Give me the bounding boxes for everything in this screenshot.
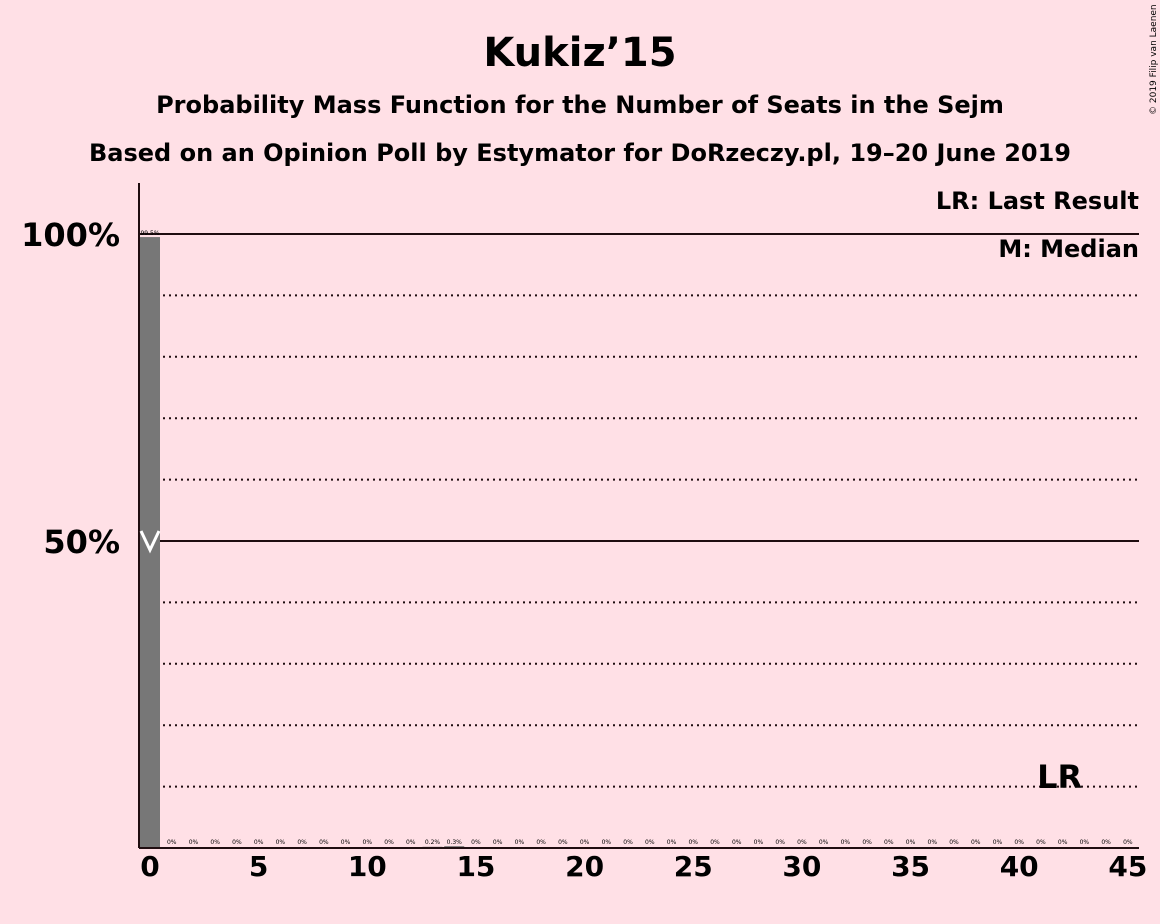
- gridlines: [139, 233, 1139, 788]
- bar-label-30: 0%: [797, 839, 807, 846]
- x-tick-20: 20: [565, 850, 604, 883]
- bar-labels-group: 99.5% 0% 0% 0% 0% 0% 0% 0% 0% 0% 0% 0% 0% 0.2% 0.3% 0% 0…: [140, 230, 1132, 846]
- x-tick-10: 10: [348, 850, 387, 883]
- bar-label-26: 0%: [710, 839, 720, 846]
- bar-label-11: 0%: [384, 839, 394, 846]
- legend-last-result: LR: Last Result: [936, 187, 1139, 215]
- bar-label-40: 0%: [1014, 839, 1024, 846]
- bar-label-22: 0%: [623, 839, 633, 846]
- bar-label-0: 99.5%: [140, 230, 159, 237]
- bar-label-15: 0%: [471, 839, 481, 846]
- x-tick-40: 40: [1000, 850, 1039, 883]
- x-tick-0: 0: [140, 850, 159, 883]
- bar-label-13: 0.2%: [425, 839, 441, 846]
- bar-label-23: 0%: [645, 839, 655, 846]
- bar-label-10: 0%: [363, 839, 373, 846]
- bar-label-32: 0%: [841, 839, 851, 846]
- bar-label-8: 0%: [319, 839, 329, 846]
- bar-label-19: 0%: [558, 839, 568, 846]
- x-tick-5: 5: [249, 850, 268, 883]
- bar-label-37: 0%: [949, 839, 959, 846]
- last-result-marker: LR: [1037, 758, 1082, 796]
- bar-label-5: 0%: [254, 839, 264, 846]
- x-tick-15: 15: [456, 850, 495, 883]
- x-tick-25: 25: [674, 850, 713, 883]
- bar-label-35: 0%: [906, 839, 916, 846]
- chart-title: Kukiz’15: [483, 30, 676, 76]
- bar-label-27: 0%: [732, 839, 742, 846]
- x-tick-45: 45: [1108, 850, 1147, 883]
- y-tick-labels: 50% 100%: [21, 216, 120, 561]
- chart-subtitle: Probability Mass Function for the Number…: [156, 91, 1004, 119]
- y-tick-50: 50%: [43, 523, 120, 561]
- bar-label-31: 0%: [819, 839, 829, 846]
- bar-label-33: 0%: [862, 839, 872, 846]
- bar-label-12: 0%: [406, 839, 416, 846]
- bar-label-17: 0%: [515, 839, 525, 846]
- bar-label-16: 0%: [493, 839, 503, 846]
- bar-label-18: 0%: [536, 839, 546, 846]
- bar-label-34: 0%: [884, 839, 894, 846]
- chart-subtitle-poll: Based on an Opinion Poll by Estymator fo…: [89, 139, 1071, 167]
- bar-label-20: 0%: [580, 839, 590, 846]
- bar-label-9: 0%: [341, 839, 351, 846]
- bar-label-1: 0%: [167, 839, 177, 846]
- copyright-note: © 2019 Filip van Laenen: [1149, 4, 1159, 115]
- bar-label-43: 0%: [1080, 839, 1090, 846]
- bar-label-14: 0.3%: [447, 839, 463, 846]
- bar-label-25: 0%: [688, 839, 698, 846]
- bar-label-21: 0%: [602, 839, 612, 846]
- x-tick-35: 35: [891, 850, 930, 883]
- bar-label-39: 0%: [993, 839, 1003, 846]
- bar-label-45: 0%: [1123, 839, 1133, 846]
- bar-label-29: 0%: [775, 839, 785, 846]
- x-tick-labels: 0 5 10 15 20 25 30 35 40 45: [140, 850, 1147, 883]
- bar-label-3: 0%: [210, 839, 220, 846]
- bar-label-7: 0%: [297, 839, 307, 846]
- median-marker: [139, 530, 161, 554]
- y-tick-100: 100%: [21, 216, 120, 254]
- bars-group: [140, 237, 465, 848]
- bar-label-4: 0%: [232, 839, 242, 846]
- legend-median: M: Median: [998, 235, 1139, 263]
- bar-label-36: 0%: [928, 839, 938, 846]
- bar-label-6: 0%: [276, 839, 286, 846]
- bar-label-28: 0%: [754, 839, 764, 846]
- bar-label-38: 0%: [971, 839, 981, 846]
- bar-label-2: 0%: [189, 839, 199, 846]
- bar-label-24: 0%: [667, 839, 677, 846]
- bar-label-42: 0%: [1058, 839, 1068, 846]
- x-tick-30: 30: [782, 850, 821, 883]
- bar-label-41: 0%: [1036, 839, 1046, 846]
- bar-0: [140, 237, 160, 848]
- bar-label-44: 0%: [1101, 839, 1111, 846]
